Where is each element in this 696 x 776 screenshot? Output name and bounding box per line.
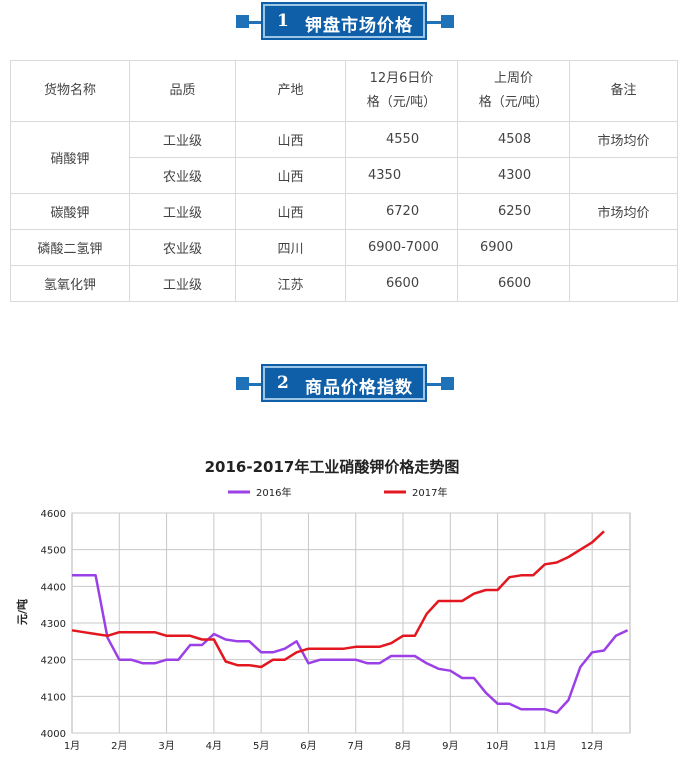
cell-last-week: 6600 — [457, 265, 570, 302]
cell-origin: 山西 — [235, 157, 346, 194]
cell-origin: 山西 — [235, 193, 346, 230]
x-tick-label: 6月 — [300, 740, 316, 752]
header-last-week: 上周价 格（元/吨） — [457, 60, 570, 122]
table-row: 硝酸钾 工业级 山西 4550 4508 市场均价 — [10, 121, 678, 194]
banner-line-left — [247, 21, 267, 24]
table-row: 磷酸二氢钾 农业级 四川 6900-7000 6900 — [10, 229, 678, 266]
cell-price: 4550 — [345, 121, 458, 158]
x-tick-label: 9月 — [442, 740, 458, 752]
x-tick-label: 2月 — [111, 740, 127, 752]
header-name: 货物名称 — [10, 60, 130, 122]
series-line-2017 — [71, 530, 605, 669]
banner-square-right — [441, 15, 454, 28]
x-tick-label: 4月 — [206, 740, 222, 752]
y-tick-label: 4300 — [41, 619, 66, 630]
cell-last-week: 6250 — [457, 193, 570, 230]
x-tick-label: 3月 — [158, 740, 174, 752]
price-trend-chart: 2016-2017年工业硝酸钾价格走势图 2016年 2017年 元/吨 4000… — [15, 458, 631, 752]
section1-number: 1 — [277, 11, 289, 31]
header-price: 12月6日价 格（元/吨） — [345, 60, 458, 122]
cell-quality: 工业级 — [129, 121, 236, 158]
cell-last-week: 4300 — [457, 157, 570, 194]
x-tick-label: 10月 — [486, 740, 509, 752]
cell-last-week: 6900 — [457, 229, 570, 266]
x-tick-label: 8月 — [395, 740, 411, 752]
header-origin: 产地 — [235, 60, 346, 122]
x-tick-label: 12月 — [581, 740, 604, 752]
table-row: 碳酸钾 工业级 山西 6720 6250 市场均价 — [10, 193, 678, 230]
y-axis-label: 元/吨 — [15, 599, 29, 625]
cell-quality: 工业级 — [129, 265, 236, 302]
chart-legend: 2016年 2017年 — [228, 486, 447, 499]
cell-price: 6720 — [345, 193, 458, 230]
table-row: 农业级 山西 4350 4300 — [11, 157, 678, 194]
section2-banner: 2 商品价格指数 — [0, 364, 696, 404]
section2-title-box: 2 商品价格指数 — [261, 364, 427, 402]
price-table: 货物名称 品质 产地 12月6日价 格（元/吨） 上周价 格（元/吨） 备注 硝酸钾… — [10, 60, 678, 302]
banner-square-right — [441, 377, 454, 390]
legend-label: 2017年 — [412, 486, 447, 499]
banner-line-left — [247, 383, 267, 386]
x-tick-label: 7月 — [348, 740, 364, 752]
banner-line-right — [423, 383, 443, 386]
cell-note — [569, 265, 678, 302]
cell-name: 磷酸二氢钾 — [10, 229, 130, 266]
cell-quality: 工业级 — [129, 193, 236, 230]
series-line-2016 — [72, 574, 629, 715]
cell-note: 市场均价 — [569, 121, 678, 158]
banner-square-left — [236, 377, 249, 390]
table-row: 氢氧化钾 工业级 江苏 6600 6600 — [10, 265, 678, 302]
cell-price: 4350 — [345, 157, 458, 194]
cell-note: 市场均价 — [569, 193, 678, 230]
chart-title: 2016-2017年工业硝酸钾价格走势图 — [205, 458, 460, 476]
cell-name: 碳酸钾 — [10, 193, 130, 230]
cell-price: 6600 — [345, 265, 458, 302]
x-tick-labels: 1月 2月 3月 4月 5月 6月 7月 8月 9月 10月 11月 12月 — [64, 740, 604, 752]
cell-last-week: 4508 — [457, 121, 570, 158]
section2-title: 商品价格指数 — [305, 378, 413, 398]
section1-title: 钾盘市场价格 — [305, 16, 413, 36]
section1-banner: 1 钾盘市场价格 — [0, 2, 696, 42]
x-tick-label: 11月 — [534, 740, 557, 752]
banner-line-right — [423, 21, 443, 24]
cell-quality: 农业级 — [129, 157, 236, 194]
header-quality: 品质 — [129, 60, 236, 122]
cell-price: 6900-7000 — [345, 229, 458, 266]
section1-title-box: 1 钾盘市场价格 — [261, 2, 427, 40]
section2-number: 2 — [277, 373, 289, 393]
header-note: 备注 — [569, 60, 678, 122]
cell-name: 硝酸钾 — [10, 121, 130, 194]
x-tick-label: 1月 — [64, 740, 80, 752]
banner-square-left — [236, 15, 249, 28]
x-tick-label: 5月 — [253, 740, 269, 752]
y-tick-label: 4100 — [41, 692, 66, 703]
y-tick-label: 4000 — [41, 729, 66, 740]
y-tick-label: 4600 — [41, 509, 66, 520]
y-tick-label: 4500 — [41, 546, 66, 557]
cell-note — [569, 229, 678, 266]
cell-note — [569, 157, 678, 194]
cell-origin: 山西 — [235, 121, 346, 158]
cell-origin: 四川 — [235, 229, 346, 266]
legend-label: 2016年 — [256, 486, 291, 499]
chart-series — [71, 530, 629, 715]
chart-grid — [71, 512, 631, 734]
cell-quality: 农业级 — [129, 229, 236, 266]
table-header-row: 货物名称 品质 产地 12月6日价 格（元/吨） 上周价 格（元/吨） 备注 — [10, 60, 678, 122]
y-tick-label: 4200 — [41, 656, 66, 667]
cell-origin: 江苏 — [235, 265, 346, 302]
y-tick-label: 4400 — [41, 582, 66, 593]
cell-name: 氢氧化钾 — [10, 265, 130, 302]
y-tick-labels: 4000 4100 4200 4300 4400 4500 4600 — [41, 509, 66, 740]
